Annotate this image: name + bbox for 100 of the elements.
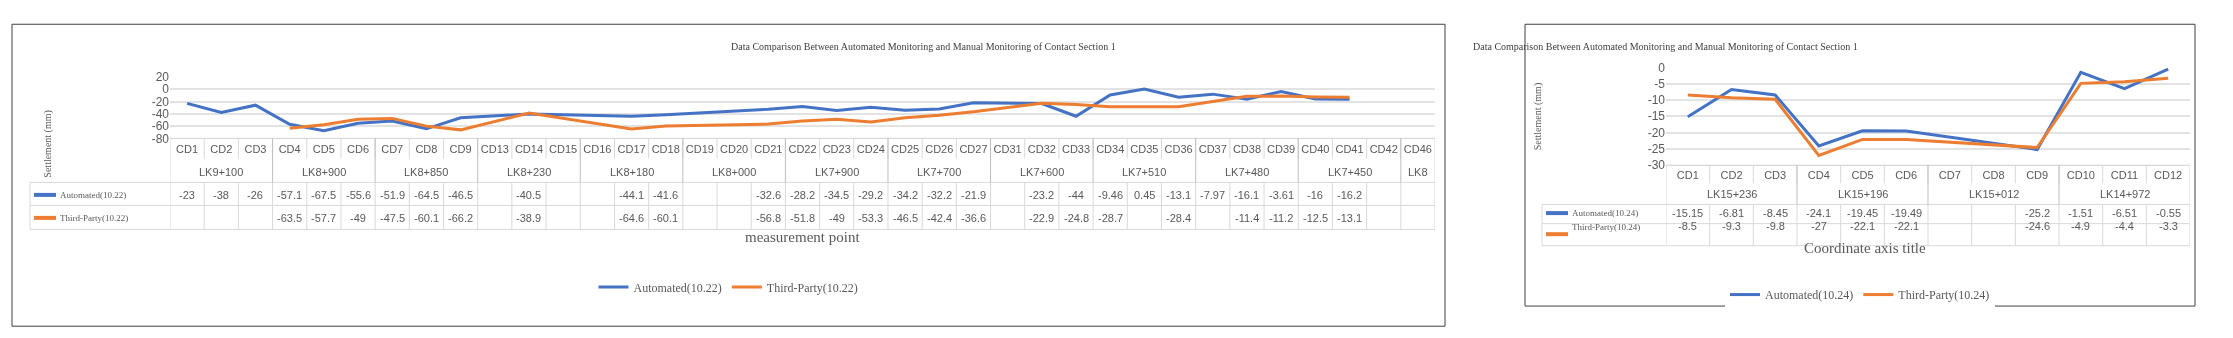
text: LK14+972 bbox=[2100, 188, 2151, 200]
text: Third-Party(10.24) bbox=[1572, 222, 1641, 232]
x-tick-label: CD11 bbox=[2110, 169, 2139, 182]
data-label: -60.1 bbox=[653, 212, 679, 224]
data-label: -28.7 bbox=[1098, 212, 1124, 224]
x-tick-label: CD6 bbox=[1895, 169, 1918, 182]
y-axis-title: Settlement (mm) bbox=[1531, 82, 1544, 151]
x-tick-label: CD41 bbox=[1335, 142, 1364, 155]
x-tick-label: CD33 bbox=[1061, 142, 1091, 155]
data-label: -22.9 bbox=[1029, 212, 1055, 224]
x-tick-label: CD14 bbox=[514, 142, 544, 155]
data-label: 0.45 bbox=[1134, 189, 1156, 201]
data-label: -16.1 bbox=[1234, 189, 1260, 201]
data-label: -24.6 bbox=[2025, 220, 2051, 232]
data-label: -56.8 bbox=[756, 212, 782, 224]
y-tick-label: -40 bbox=[151, 106, 170, 121]
text: LK15+196 bbox=[1838, 188, 1889, 200]
y-tick-label: 20 bbox=[155, 70, 170, 85]
x-tick-label: CD2 bbox=[210, 142, 233, 155]
data-label: -11.4 bbox=[1235, 212, 1260, 224]
x-tick-label: CD18 bbox=[651, 142, 680, 155]
x-tick-label: CD22 bbox=[788, 142, 817, 155]
x-tick-label: CD1 bbox=[1676, 169, 1699, 182]
x-tick-label: CD20 bbox=[720, 142, 749, 155]
data-label: -22.1 bbox=[1894, 220, 1920, 232]
data-label: -34.5 bbox=[824, 189, 850, 201]
data-label: -24.1 bbox=[1806, 207, 1832, 219]
data-label: -9.46 bbox=[1098, 189, 1124, 201]
data-label: -23.2 bbox=[1029, 189, 1055, 201]
x-tick-label: CD38 bbox=[1232, 142, 1262, 155]
x-tick-label: CD13 bbox=[480, 142, 509, 155]
x-tick-label: CD25 bbox=[891, 142, 920, 155]
data-label: -13.1 bbox=[1166, 189, 1192, 201]
data-label: -6.81 bbox=[1719, 207, 1745, 219]
data-label: -57.7 bbox=[311, 212, 337, 224]
x-tick-label: CD5 bbox=[312, 142, 335, 155]
data-label: -66.2 bbox=[448, 212, 474, 224]
x-tick-label: CD39 bbox=[1267, 142, 1296, 155]
data-label: -9.3 bbox=[1722, 220, 1741, 232]
x-tick-label: CD36 bbox=[1164, 142, 1193, 155]
x-tick-label: CD10 bbox=[2066, 169, 2095, 182]
data-label: -51.8 bbox=[790, 212, 816, 224]
text: LK8+900 bbox=[302, 166, 347, 178]
data-label: -16.2 bbox=[1337, 189, 1363, 201]
legend-label: Third-Party(10.24) bbox=[1898, 288, 1990, 303]
data-label: -3.3 bbox=[2159, 220, 2178, 232]
data-label: -19.49 bbox=[1891, 207, 1923, 219]
x-tick-label: CD5 bbox=[1851, 169, 1874, 182]
line-series bbox=[1686, 76, 2170, 157]
chart-title: Data Comparison Between Automated Monitoring and Manual Monitoring of Contact Section 1 bbox=[1473, 41, 1858, 52]
data-label: -51.9 bbox=[380, 189, 406, 201]
text: LK7+480 bbox=[1225, 166, 1270, 178]
data-label: -8.5 bbox=[1678, 220, 1697, 232]
legend-label: Automated(10.22) bbox=[60, 190, 127, 200]
data-label: -28.4 bbox=[1166, 212, 1192, 224]
y-tick-label: 0 bbox=[162, 82, 170, 97]
data-label: -41.6 bbox=[653, 189, 679, 201]
x-tick-label: CD4 bbox=[1807, 169, 1830, 182]
text: LK7+600 bbox=[1020, 166, 1065, 178]
x-tick-label: CD19 bbox=[685, 142, 714, 155]
data-label: -49 bbox=[350, 212, 366, 224]
text: LK8+000 bbox=[712, 166, 757, 178]
text: LK7+510 bbox=[1122, 166, 1167, 178]
data-label: -0.55 bbox=[2156, 207, 2182, 219]
y-tick-label: -20 bbox=[1647, 125, 1666, 140]
data-label: -27 bbox=[1811, 220, 1827, 232]
text: LK8 bbox=[1408, 166, 1428, 178]
data-label: -32.2 bbox=[927, 189, 953, 201]
x-tick-label: CD15 bbox=[549, 142, 578, 155]
x-tick-label: CD2 bbox=[1720, 169, 1743, 182]
data-label: -15.15 bbox=[1672, 207, 1704, 219]
y-tick-label: -15 bbox=[1647, 109, 1666, 124]
data-label: -28.2 bbox=[790, 189, 816, 201]
data-label: -1.51 bbox=[2068, 207, 2094, 219]
data-label: -60.1 bbox=[414, 212, 440, 224]
y-axis-title: Settlement (mm) bbox=[42, 110, 55, 178]
data-label: -16 bbox=[1307, 189, 1323, 201]
data-label: -46.5 bbox=[893, 212, 919, 224]
x-tick-label: CD23 bbox=[822, 142, 851, 155]
text: LK7+900 bbox=[815, 166, 860, 178]
x-tick-label: CD35 bbox=[1130, 142, 1159, 155]
y-tick-label: -10 bbox=[1647, 93, 1666, 108]
x-tick-label: CD7 bbox=[381, 142, 404, 155]
data-label: -63.5 bbox=[277, 212, 303, 224]
y-tick-label: -25 bbox=[1647, 142, 1666, 157]
x-tick-label: CD27 bbox=[959, 142, 988, 155]
y-tick-label: 0 bbox=[1658, 60, 1666, 75]
x-tick-label: CD24 bbox=[856, 142, 885, 155]
x-tick-label: CD3 bbox=[1764, 169, 1787, 182]
data-label: -40.5 bbox=[516, 189, 542, 201]
x-tick-label: CD40 bbox=[1301, 142, 1330, 155]
x-tick-label: CD8 bbox=[415, 142, 438, 155]
data-label: -19.45 bbox=[1847, 207, 1879, 219]
text: LK8+850 bbox=[404, 166, 449, 178]
data-label: -26 bbox=[247, 189, 263, 201]
data-label: -44 bbox=[1068, 189, 1084, 201]
text: LK8+180 bbox=[610, 166, 655, 178]
x-tick-label: CD12 bbox=[2154, 169, 2183, 182]
x-tick-label: CD17 bbox=[617, 142, 646, 155]
x-tick-label: CD37 bbox=[1198, 142, 1227, 155]
